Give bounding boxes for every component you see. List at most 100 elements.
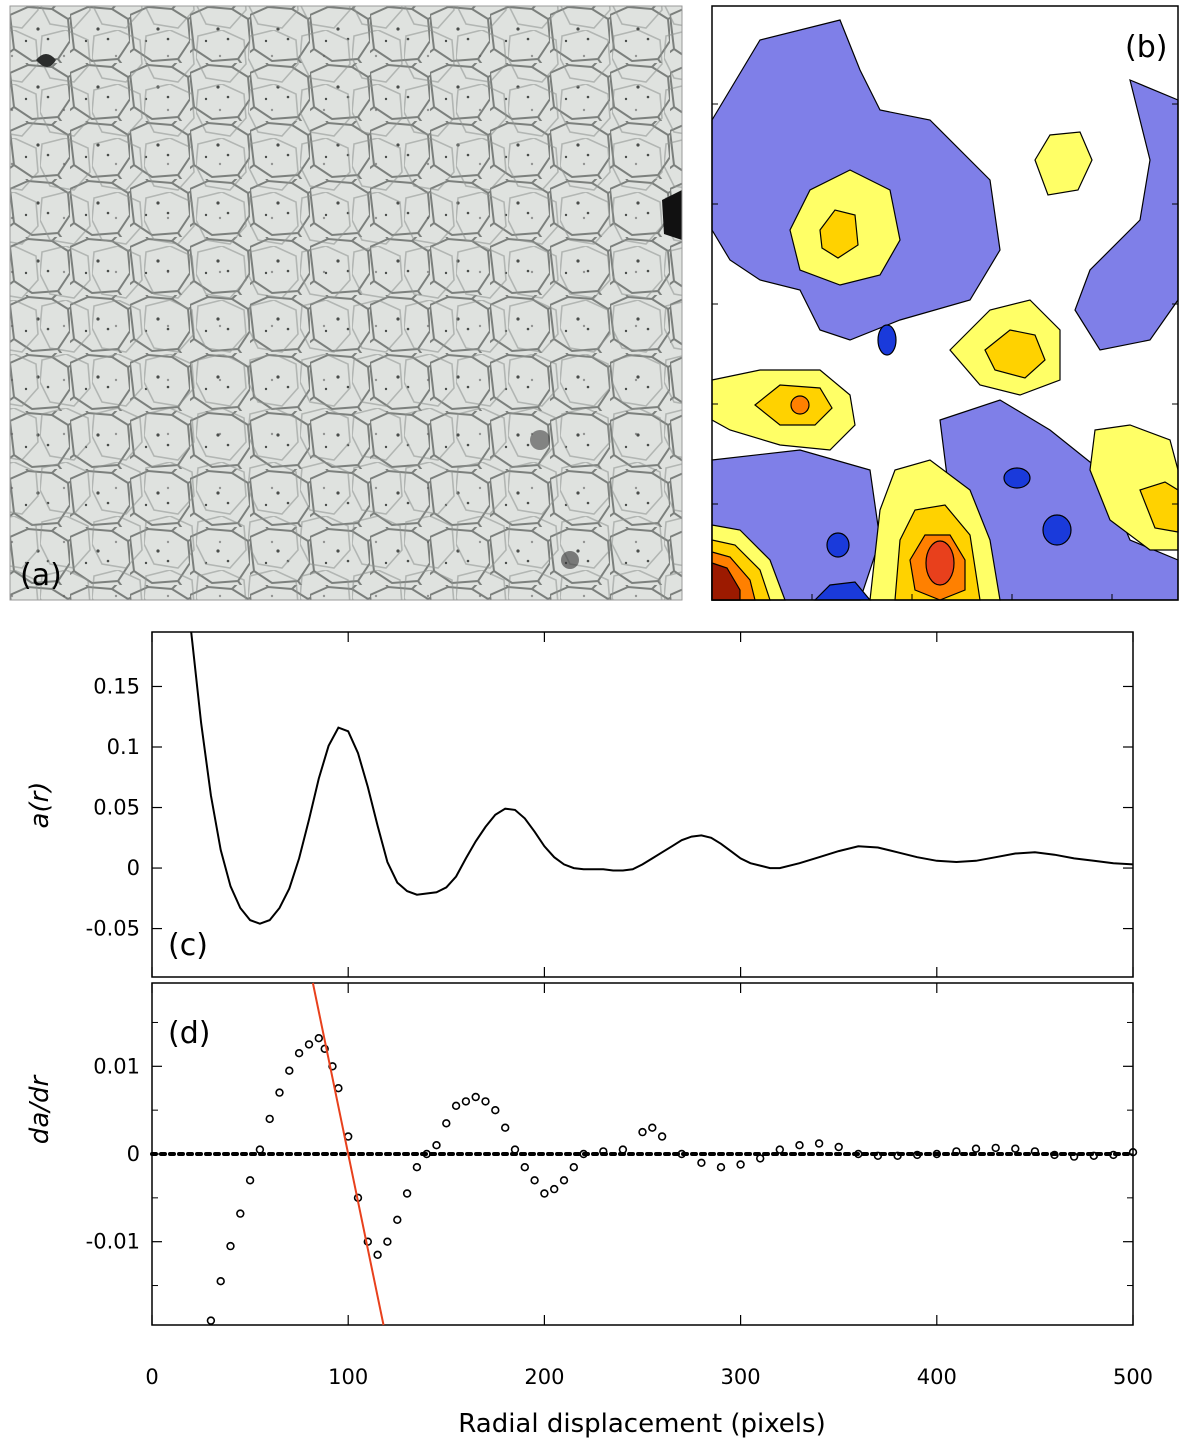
data-point xyxy=(1011,1144,1020,1153)
x-tick-label: 100 xyxy=(328,1365,368,1389)
contour-deepblue-region xyxy=(877,324,897,356)
contour-orange-region xyxy=(790,395,810,415)
dark-spot xyxy=(36,54,56,67)
data-point xyxy=(795,1140,804,1150)
plot-d-y-tick-labels: -0.01 0 0.01 xyxy=(86,1054,140,1253)
y-tick-label: 0.01 xyxy=(93,1054,140,1078)
data-point xyxy=(559,1176,569,1185)
contour-deepblue-region xyxy=(1042,514,1072,546)
panel-label-c: (c) xyxy=(168,928,208,963)
data-point xyxy=(1030,1147,1040,1156)
data-point xyxy=(226,1241,235,1251)
series-points-da-dr xyxy=(206,1033,1138,1325)
contour-gold-region xyxy=(819,209,859,259)
y-tick-label: -0.01 xyxy=(86,1230,140,1254)
y-tick-label: 0 xyxy=(127,1142,140,1166)
micrograph-border xyxy=(9,5,683,601)
data-point xyxy=(775,1145,784,1154)
data-point xyxy=(245,1176,255,1185)
data-point xyxy=(971,1144,981,1153)
y-tick-label: 0.1 xyxy=(107,735,140,759)
data-point xyxy=(1089,1151,1099,1161)
series-line-a-r xyxy=(190,631,1134,925)
data-point xyxy=(540,1189,549,1198)
data-point xyxy=(697,1158,706,1168)
data-point xyxy=(716,1162,726,1172)
data-point xyxy=(648,1123,657,1132)
data-point xyxy=(481,1097,490,1106)
micrograph-overlay xyxy=(10,6,682,600)
contour-deepblue-region xyxy=(826,532,850,558)
data-point xyxy=(432,1140,441,1150)
plot-c-y-tick-labels: -0.05 0 0.05 0.1 0.15 xyxy=(86,674,140,940)
dark-spot xyxy=(662,190,682,240)
y-tick-label: -0.05 xyxy=(86,917,140,941)
data-point xyxy=(618,1145,628,1154)
data-point xyxy=(599,1147,608,1156)
data-point xyxy=(285,1066,294,1075)
data-point xyxy=(932,1149,941,1159)
data-point xyxy=(412,1162,422,1172)
data-point xyxy=(549,1184,559,1194)
x-tick-label: 500 xyxy=(1113,1365,1153,1389)
dark-spot xyxy=(561,551,579,569)
data-point xyxy=(402,1189,412,1198)
panel-a: (a) xyxy=(9,5,683,601)
data-point xyxy=(451,1101,461,1111)
contour-frame xyxy=(711,5,1179,601)
data-point xyxy=(216,1276,225,1286)
x-tick-label: 0 xyxy=(145,1365,158,1389)
data-point xyxy=(520,1162,529,1172)
x-tick-label: 400 xyxy=(917,1365,957,1389)
data-point xyxy=(1050,1150,1059,1160)
plot-c-ticks xyxy=(151,632,1134,977)
y-tick-label: 0 xyxy=(127,856,140,880)
data-point xyxy=(893,1151,902,1161)
data-point xyxy=(294,1048,304,1058)
dark-spot xyxy=(530,430,550,450)
x-tick-label: 300 xyxy=(721,1365,761,1389)
data-point xyxy=(275,1088,284,1097)
plot-c-frame xyxy=(151,631,1134,978)
y-tick-label: 0.05 xyxy=(93,796,140,820)
panel-label-d: (d) xyxy=(168,1016,210,1051)
plot-c-y-axis-title: a(r) xyxy=(25,782,55,829)
data-point xyxy=(912,1150,922,1160)
data-point xyxy=(1069,1152,1079,1161)
data-point xyxy=(638,1127,647,1137)
panel-b: (b) xyxy=(711,5,1179,601)
data-point xyxy=(530,1176,539,1185)
data-point xyxy=(442,1119,451,1128)
data-point xyxy=(236,1209,245,1218)
data-point xyxy=(461,1097,471,1106)
data-point xyxy=(304,1040,314,1049)
data-point xyxy=(383,1237,392,1246)
data-point xyxy=(952,1147,961,1156)
data-point xyxy=(854,1149,863,1159)
data-point xyxy=(422,1149,431,1159)
data-point xyxy=(320,1044,329,1054)
x-axis-title: Radial displacement (pixels) xyxy=(458,1409,825,1439)
data-point xyxy=(393,1215,402,1225)
data-point xyxy=(265,1114,274,1124)
contour-regions xyxy=(711,19,1179,601)
x-tick-label: 200 xyxy=(524,1365,564,1389)
panel-label-a: (a) xyxy=(20,558,62,593)
data-point xyxy=(579,1149,588,1159)
data-point xyxy=(314,1033,323,1043)
data-point xyxy=(991,1143,1000,1153)
data-point xyxy=(677,1149,686,1159)
plot-d-ticks xyxy=(151,983,1134,1325)
contour-red-region xyxy=(925,540,955,586)
data-point xyxy=(491,1105,500,1115)
data-point xyxy=(873,1151,883,1161)
data-point xyxy=(206,1316,216,1325)
panel-label-b: (b) xyxy=(1125,30,1167,65)
panel-c: -0.05 0 0.05 0.1 0.15 a(r) (c) xyxy=(25,631,1134,978)
data-point xyxy=(755,1154,765,1163)
contour-gold-region xyxy=(984,329,1046,379)
data-point xyxy=(373,1250,382,1260)
data-point xyxy=(657,1132,667,1141)
data-point xyxy=(510,1145,520,1154)
data-point xyxy=(814,1139,824,1148)
